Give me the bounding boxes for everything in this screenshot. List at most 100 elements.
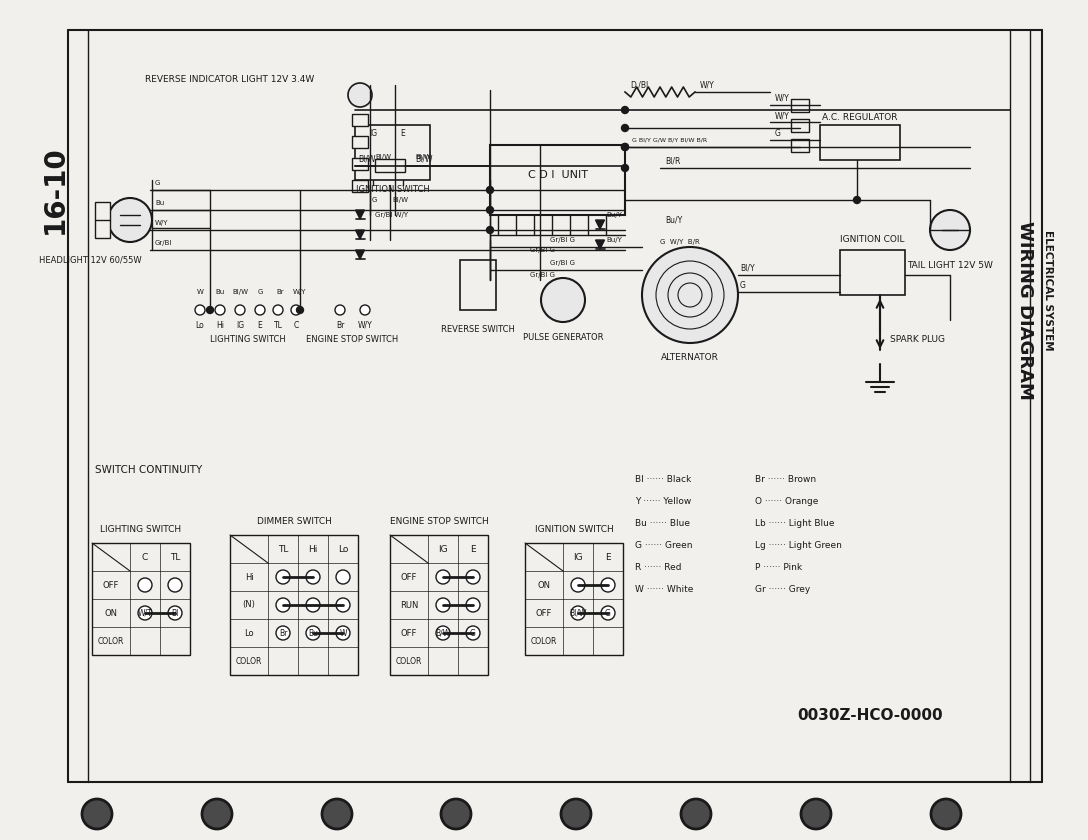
- Text: Bu: Bu: [215, 289, 224, 295]
- Text: Gr/Bl G: Gr/Bl G: [530, 247, 555, 253]
- Circle shape: [108, 198, 152, 242]
- Circle shape: [621, 165, 629, 171]
- Polygon shape: [595, 220, 605, 229]
- Text: Br ······ Brown: Br ······ Brown: [755, 475, 816, 485]
- Text: Hi: Hi: [245, 573, 254, 581]
- Circle shape: [215, 305, 225, 315]
- Text: W/Y: W/Y: [700, 81, 715, 90]
- Text: Gr/Bl G: Gr/Bl G: [551, 260, 574, 266]
- Text: IGNITION SWITCH: IGNITION SWITCH: [534, 524, 614, 533]
- Circle shape: [207, 307, 213, 313]
- Text: LIGHTING SWITCH: LIGHTING SWITCH: [210, 335, 286, 344]
- Circle shape: [561, 799, 591, 829]
- Circle shape: [441, 799, 471, 829]
- Text: Hi: Hi: [217, 321, 224, 329]
- Text: Bl/W: Bl/W: [415, 155, 433, 164]
- Circle shape: [138, 606, 152, 620]
- Text: REVERSE SWITCH: REVERSE SWITCH: [441, 325, 515, 334]
- Text: ALTERNATOR: ALTERNATOR: [662, 354, 719, 363]
- Text: Bu/Y: Bu/Y: [665, 216, 682, 224]
- Text: ELECTRICAL SYSTEM: ELECTRICAL SYSTEM: [1043, 229, 1053, 350]
- Bar: [230, 535, 358, 675]
- Text: Hi: Hi: [308, 544, 318, 554]
- Circle shape: [273, 305, 283, 315]
- Text: W/Y: W/Y: [775, 93, 790, 102]
- Text: REVERSE INDICATOR LIGHT 12V 3.4W: REVERSE INDICATOR LIGHT 12V 3.4W: [145, 76, 314, 85]
- Circle shape: [306, 626, 320, 640]
- Text: ENGINE STOP SWITCH: ENGINE STOP SWITCH: [390, 517, 489, 526]
- Bar: [490, 145, 625, 215]
- Circle shape: [202, 799, 232, 829]
- Text: PULSE GENERATOR: PULSE GENERATOR: [522, 333, 603, 342]
- Text: E: E: [605, 553, 610, 561]
- Bar: [820, 125, 900, 160]
- Text: Bl/W: Bl/W: [375, 154, 391, 160]
- Circle shape: [306, 598, 320, 612]
- Circle shape: [82, 799, 112, 829]
- Text: Bl/W: Bl/W: [392, 197, 408, 203]
- Text: Bl ······ Black: Bl ······ Black: [635, 475, 691, 485]
- Text: 0030Z-HCO-0000: 0030Z-HCO-0000: [798, 707, 943, 722]
- Text: DIMMER SWITCH: DIMMER SWITCH: [257, 517, 332, 526]
- Text: TL: TL: [273, 321, 283, 329]
- Bar: [390, 535, 489, 675]
- Text: Gr ······ Grey: Gr ······ Grey: [755, 585, 811, 595]
- Text: W/T: W/T: [137, 608, 152, 617]
- Text: C: C: [141, 553, 148, 561]
- Circle shape: [853, 197, 861, 203]
- Text: TAIL LIGHT 12V 5W: TAIL LIGHT 12V 5W: [907, 260, 993, 270]
- Text: Bl/W: Bl/W: [415, 154, 431, 160]
- Text: SPARK PLUG: SPARK PLUG: [890, 335, 945, 344]
- Polygon shape: [595, 240, 605, 249]
- Bar: [375, 159, 405, 172]
- Circle shape: [336, 626, 350, 640]
- Circle shape: [541, 278, 585, 322]
- Circle shape: [290, 305, 301, 315]
- Bar: [460, 260, 496, 310]
- Text: Bu/Y: Bu/Y: [606, 212, 622, 218]
- Text: Gr/Bl W/Y: Gr/Bl W/Y: [375, 212, 408, 218]
- Text: B/W: B/W: [435, 628, 450, 638]
- Circle shape: [621, 144, 629, 150]
- Bar: [353, 158, 368, 170]
- Circle shape: [571, 578, 585, 592]
- Text: OFF: OFF: [102, 580, 120, 590]
- Text: Gr/Bl: Gr/Bl: [154, 240, 172, 246]
- Text: Br: Br: [276, 289, 284, 295]
- Text: Lo: Lo: [196, 321, 205, 329]
- Text: G  W/Y  B/R: G W/Y B/R: [660, 239, 700, 245]
- Polygon shape: [356, 230, 364, 239]
- Text: OFF: OFF: [535, 608, 553, 617]
- Text: Bl/W: Bl/W: [569, 608, 586, 617]
- Circle shape: [348, 83, 372, 107]
- Text: C D I  UNIT: C D I UNIT: [528, 170, 588, 180]
- Circle shape: [168, 606, 182, 620]
- Circle shape: [486, 207, 494, 213]
- Bar: [526, 543, 623, 655]
- Circle shape: [436, 626, 450, 640]
- Text: Bl/W: Bl/W: [358, 155, 375, 164]
- Bar: [95, 202, 110, 238]
- Text: Br: Br: [279, 628, 287, 638]
- Text: Bu: Bu: [154, 200, 164, 206]
- Text: W/Y: W/Y: [358, 321, 372, 329]
- Bar: [840, 250, 905, 295]
- Text: Br: Br: [336, 321, 344, 329]
- Text: G ······ Green: G ······ Green: [635, 542, 692, 550]
- Circle shape: [571, 606, 585, 620]
- Text: C: C: [294, 321, 298, 329]
- Circle shape: [276, 570, 290, 584]
- Circle shape: [297, 307, 304, 313]
- Text: Bl/Y: Bl/Y: [740, 264, 755, 272]
- Circle shape: [681, 799, 710, 829]
- Circle shape: [930, 210, 970, 250]
- Text: LIGHTING SWITCH: LIGHTING SWITCH: [100, 524, 182, 533]
- Circle shape: [276, 626, 290, 640]
- Text: COLOR: COLOR: [396, 657, 422, 665]
- Bar: [791, 139, 809, 151]
- Text: Bu/Y: Bu/Y: [606, 237, 622, 243]
- Circle shape: [306, 570, 320, 584]
- Text: G: G: [605, 608, 611, 617]
- Text: Gr/Bl G: Gr/Bl G: [530, 272, 555, 278]
- Circle shape: [466, 626, 480, 640]
